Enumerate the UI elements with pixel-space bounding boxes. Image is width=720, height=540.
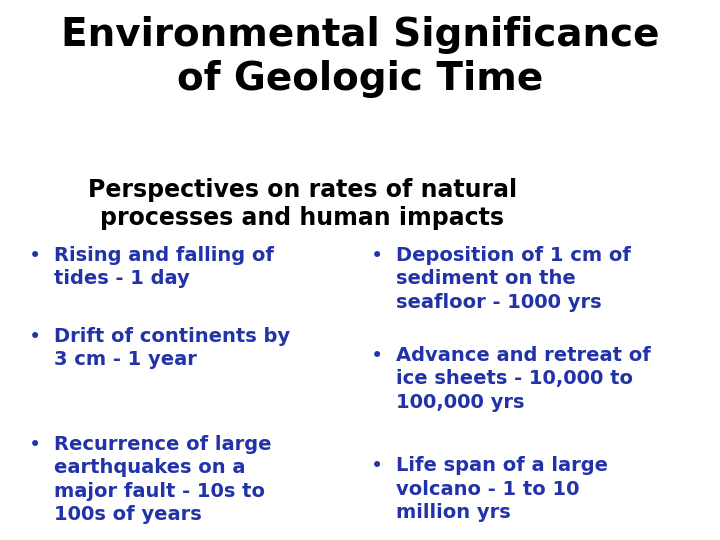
Text: Perspectives on rates of natural
processes and human impacts: Perspectives on rates of natural process…: [88, 178, 517, 230]
Text: •: •: [371, 456, 383, 476]
Text: Deposition of 1 cm of
sediment on the
seafloor - 1000 yrs: Deposition of 1 cm of sediment on the se…: [396, 246, 631, 312]
Text: •: •: [29, 246, 41, 266]
Text: Rising and falling of
tides - 1 day: Rising and falling of tides - 1 day: [54, 246, 274, 288]
Text: •: •: [29, 327, 41, 347]
Text: •: •: [371, 246, 383, 266]
Text: Drift of continents by
3 cm - 1 year: Drift of continents by 3 cm - 1 year: [54, 327, 290, 369]
Text: •: •: [29, 435, 41, 455]
Text: Life span of a large
volcano - 1 to 10
million yrs: Life span of a large volcano - 1 to 10 m…: [396, 456, 608, 522]
Text: •: •: [371, 346, 383, 366]
Text: Advance and retreat of
ice sheets - 10,000 to
100,000 yrs: Advance and retreat of ice sheets - 10,0…: [396, 346, 651, 411]
Text: Recurrence of large
earthquakes on a
major fault - 10s to
100s of years: Recurrence of large earthquakes on a maj…: [54, 435, 271, 524]
Text: Environmental Significance
of Geologic Time: Environmental Significance of Geologic T…: [60, 16, 660, 98]
